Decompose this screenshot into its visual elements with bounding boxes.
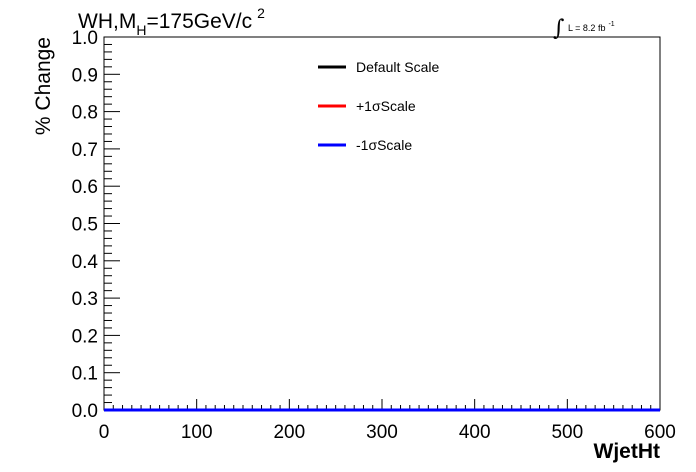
y-tick-label: 0.0	[72, 401, 98, 422]
x-tick-label: 400	[459, 422, 491, 443]
x-axis-ticks: 0 100 200 300 400 500 600	[99, 399, 676, 443]
y-tick-label: 0.9	[72, 65, 98, 86]
y-tick-label: 0.4	[72, 252, 99, 273]
plot-frame	[103, 36, 661, 411]
y-tick-label: 1.0	[72, 28, 98, 49]
chart-title-rest: =175GeV/c	[146, 10, 252, 33]
legend-label: -1σScale	[356, 137, 412, 153]
x-axis-title: WjetHt	[594, 440, 661, 463]
chart-title-main: WH,M	[78, 10, 136, 33]
chart-title: WH,MH=175GeV/c 2	[78, 5, 265, 38]
legend-label: +1σScale	[356, 98, 416, 114]
chart-title-superscript: 2	[257, 5, 265, 21]
y-tick-label: 0.1	[72, 364, 98, 385]
y-axis-title: % Change	[32, 37, 55, 135]
legend-label: Default Scale	[356, 59, 439, 75]
x-tick-label: 600	[644, 422, 676, 443]
x-tick-label: 200	[273, 422, 305, 443]
x-tick-label: 500	[551, 422, 583, 443]
x-tick-label: 300	[366, 422, 398, 443]
x-tick-label: 0	[99, 422, 110, 443]
y-tick-label: 0.5	[72, 215, 98, 236]
x-tick-label: 100	[181, 422, 213, 443]
luminosity-superscript: -1	[608, 21, 614, 28]
y-axis-ticks: 0.0 0.1 0.2 0.3 0.4 0.5 0.6 0.7 0.8 0.9 1.0	[72, 28, 120, 422]
integral-symbol: ∫	[553, 16, 565, 41]
luminosity-label: L = 8.2 fb -1	[568, 21, 615, 33]
y-tick-label: 0.7	[72, 140, 98, 161]
legend: Default Scale +1σScale -1σScale	[318, 59, 439, 153]
luminosity-text: L = 8.2 fb	[568, 23, 605, 33]
chart-title-subscript: H	[136, 22, 146, 38]
y-tick-label: 0.2	[72, 326, 98, 347]
y-tick-label: 0.3	[72, 289, 98, 310]
y-tick-label: 0.8	[72, 103, 98, 124]
y-tick-label: 0.6	[72, 177, 98, 198]
